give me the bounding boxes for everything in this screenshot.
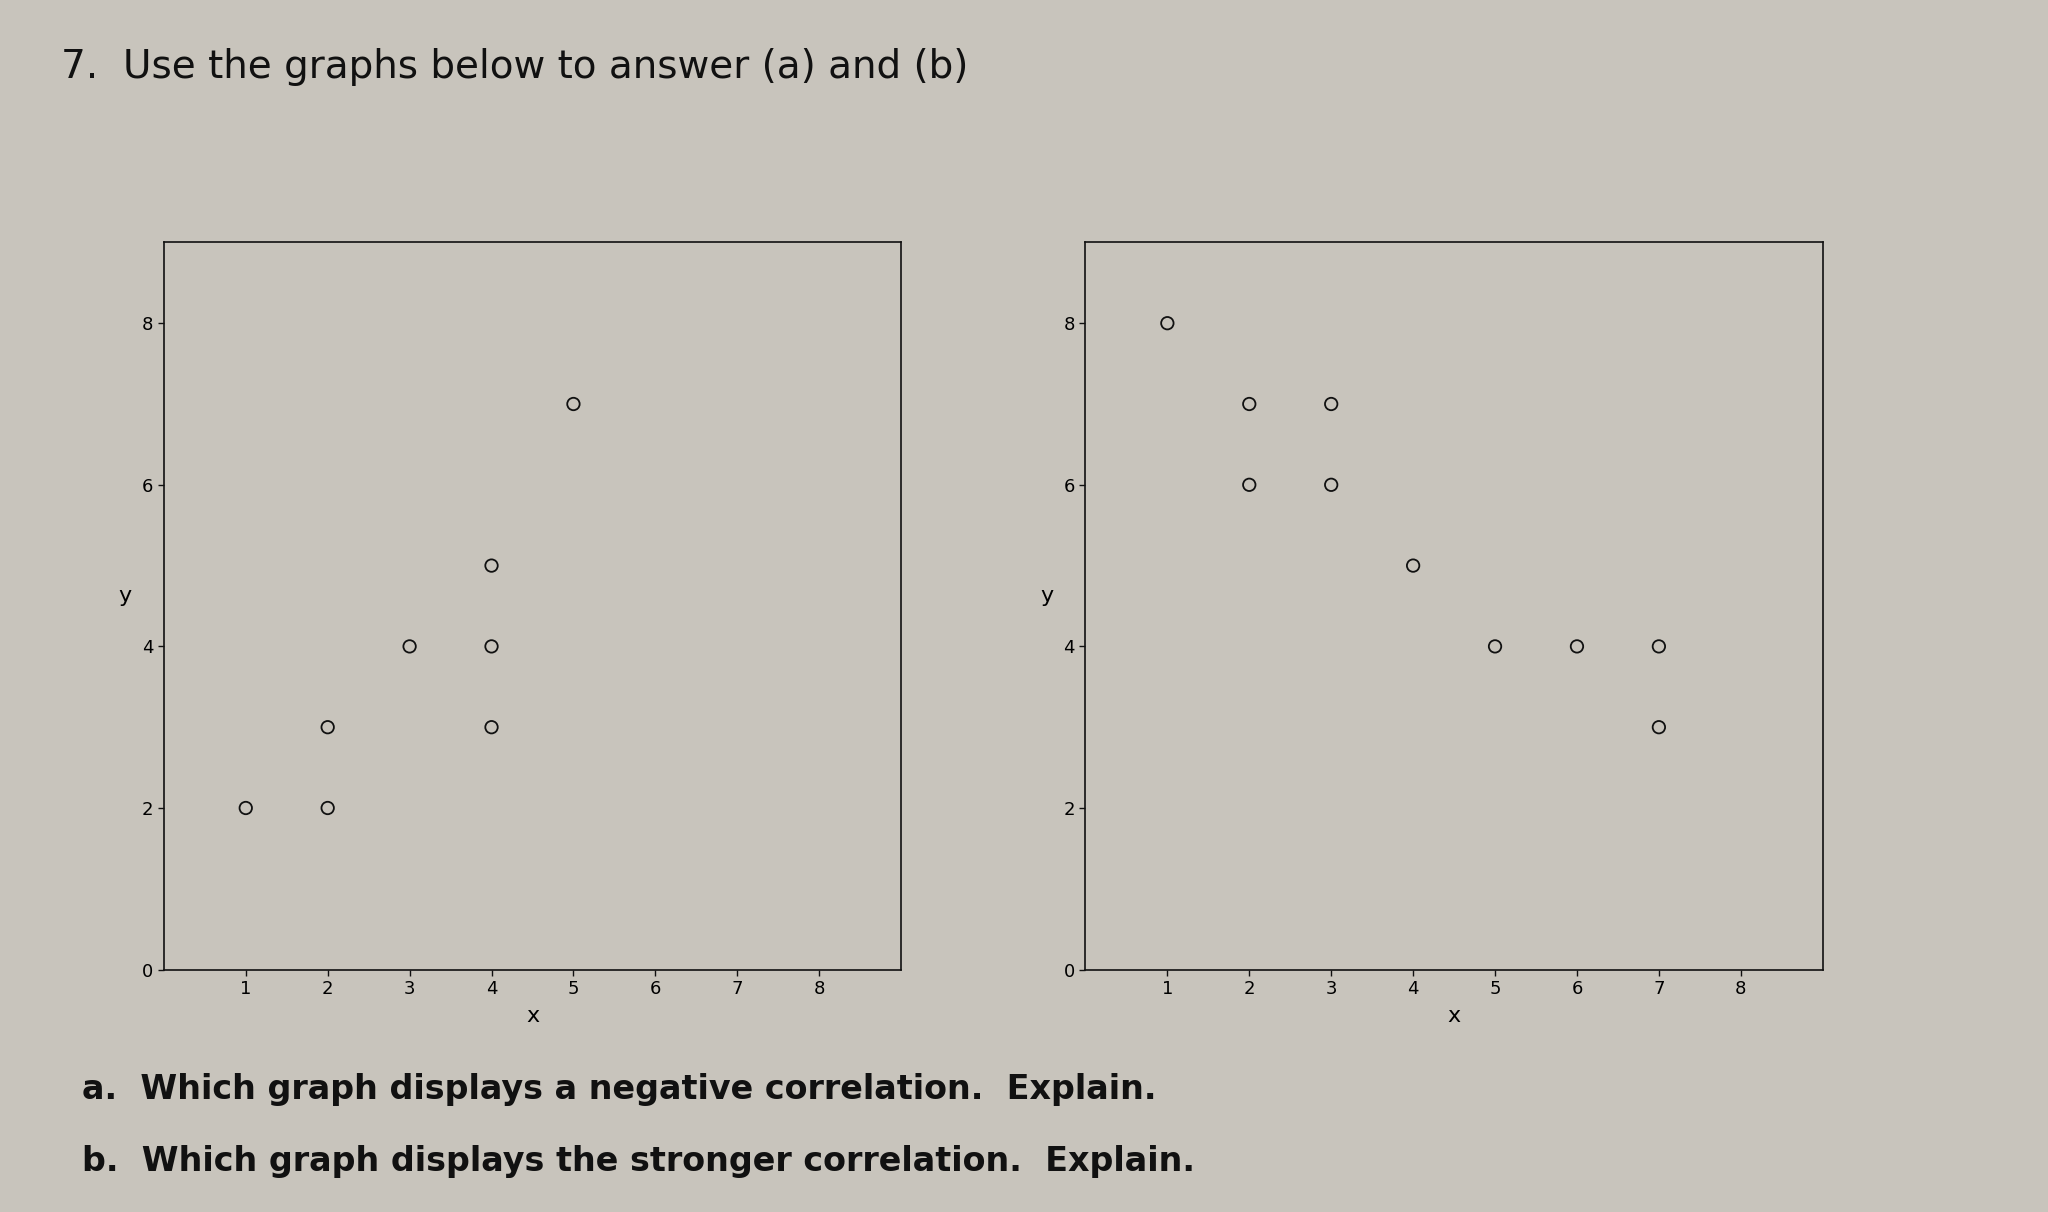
Point — [1315, 394, 1348, 413]
Y-axis label: y: y — [119, 585, 131, 606]
Point — [475, 636, 508, 656]
Point — [311, 799, 344, 818]
Point — [1479, 636, 1511, 656]
X-axis label: x: x — [1448, 1006, 1460, 1027]
Point — [557, 394, 590, 413]
Point — [1642, 718, 1675, 737]
Text: b.  Which graph displays the stronger correlation.  Explain.: b. Which graph displays the stronger cor… — [82, 1145, 1194, 1178]
Point — [393, 636, 426, 656]
Point — [1233, 475, 1266, 494]
Y-axis label: y: y — [1040, 585, 1053, 606]
Point — [1233, 394, 1266, 413]
Point — [1642, 636, 1675, 656]
Point — [475, 556, 508, 576]
Point — [311, 718, 344, 737]
Text: 7.  Use the graphs below to answer (a) and (b): 7. Use the graphs below to answer (a) an… — [61, 48, 969, 86]
Point — [475, 718, 508, 737]
Text: a.  Which graph displays a negative correlation.  Explain.: a. Which graph displays a negative corre… — [82, 1073, 1157, 1105]
Point — [1315, 475, 1348, 494]
Point — [1397, 556, 1430, 576]
Point — [1151, 314, 1184, 333]
Point — [229, 799, 262, 818]
X-axis label: x: x — [526, 1006, 539, 1027]
Point — [1561, 636, 1593, 656]
